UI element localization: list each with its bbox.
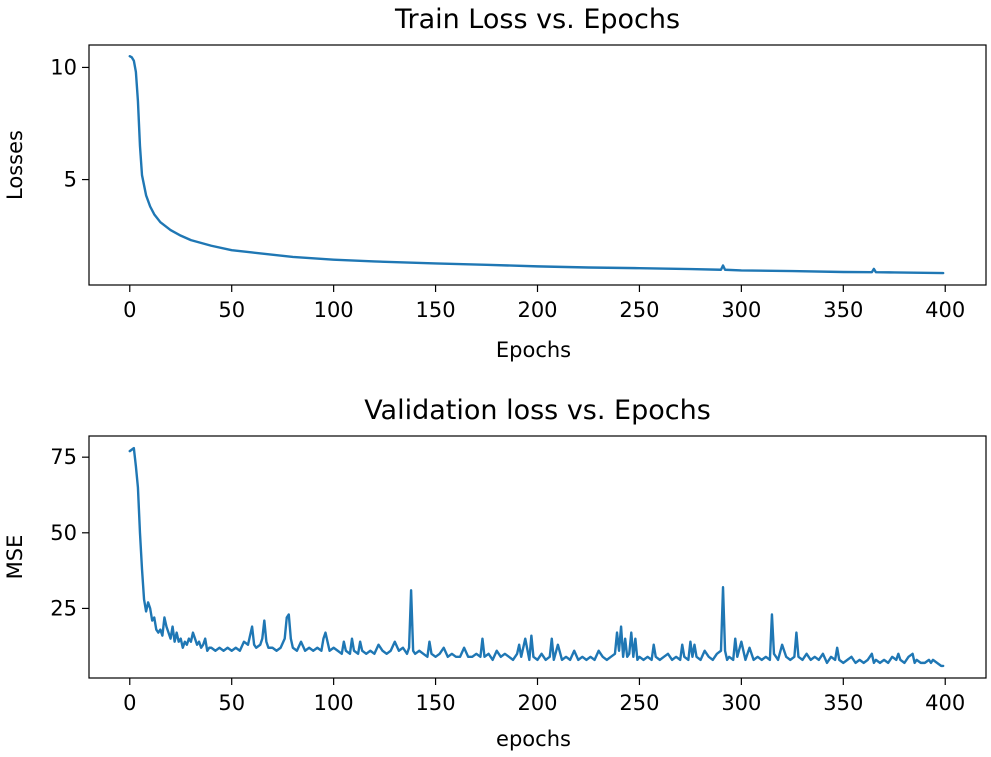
train-x-tick-label: 150 <box>416 298 456 322</box>
validation-x-tick-label: 300 <box>721 691 761 715</box>
validation-plot-frame <box>88 435 987 679</box>
validation-x-tick-label: 50 <box>218 691 245 715</box>
validation-x-tick-label: 100 <box>314 691 354 715</box>
validation-series-line <box>128 446 945 668</box>
train-x-tick-label: 350 <box>823 298 863 322</box>
validation-y-axis-label: MSE <box>3 535 27 580</box>
train-x-axis-label: Epochs <box>496 338 571 362</box>
validation-y-tick-label: 25 <box>50 596 77 620</box>
train-x-tick-label: 100 <box>314 298 354 322</box>
validation-x-tick-label: 200 <box>517 691 557 715</box>
train-x-tick-label: 0 <box>123 298 136 322</box>
train-x-tick-label: 50 <box>218 298 245 322</box>
train-chart-title: Train Loss vs. Epochs <box>394 4 680 35</box>
validation-x-tick-label: 0 <box>123 691 136 715</box>
validation-x-tick-label: 350 <box>823 691 863 715</box>
validation-chart-title: Validation loss vs. Epochs <box>364 395 711 426</box>
train-series-line <box>128 55 945 275</box>
train-y-tick-label: 5 <box>64 168 77 192</box>
validation-loss-panel: Validation loss vs. Epochs 0 50 100 150 200 25… <box>3 395 987 751</box>
train-y-tick-label: 10 <box>50 55 77 79</box>
validation-x-tick-label: 400 <box>925 691 965 715</box>
train-x-tick-label: 250 <box>619 298 659 322</box>
validation-y-tick-label: 75 <box>50 445 77 469</box>
train-y-axis-label: Losses <box>3 130 27 200</box>
train-loss-panel: Train Loss vs. Epochs 0 50 100 150 200 250 300 3… <box>3 4 987 362</box>
train-x-tick-label: 200 <box>517 298 557 322</box>
train-x-tick-label: 400 <box>925 298 965 322</box>
validation-y-tick-label: 50 <box>50 521 77 545</box>
validation-x-tick-label: 150 <box>416 691 456 715</box>
validation-x-axis-label: epochs <box>496 727 571 751</box>
train-x-tick-label: 300 <box>721 298 761 322</box>
validation-x-tick-label: 250 <box>619 691 659 715</box>
